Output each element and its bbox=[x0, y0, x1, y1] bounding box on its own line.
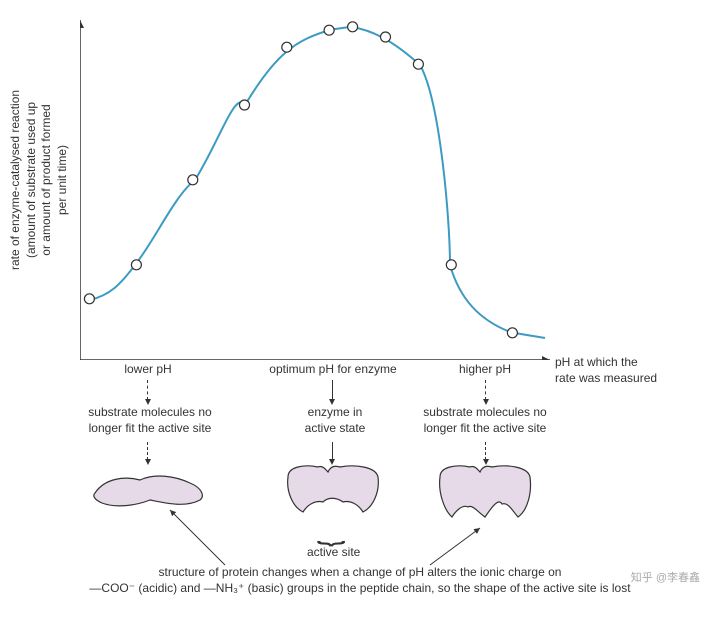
arrow-optimum-2 bbox=[332, 442, 333, 460]
x-axis-label: pH at which therate was measured bbox=[555, 355, 695, 386]
diagram-container: rate of enzyme-catalysed reaction(amount… bbox=[0, 0, 720, 620]
watermark: 知乎 @李春鑫 bbox=[631, 569, 700, 585]
chart-area bbox=[80, 20, 550, 360]
active-site-label: active site bbox=[307, 545, 360, 559]
region-text-optimum: enzyme inactive state bbox=[285, 405, 385, 436]
arrow-optimum-1 bbox=[332, 380, 333, 400]
tick-label-higher: higher pH bbox=[445, 362, 525, 376]
data-markers bbox=[84, 22, 517, 338]
active-site-brace: ⏟ bbox=[317, 518, 346, 546]
x-axis-arrow bbox=[542, 356, 550, 360]
enzyme-denatured-high bbox=[430, 462, 540, 532]
arrow-higher-2 bbox=[485, 442, 486, 460]
tick-label-optimum: optimum pH for enzyme bbox=[253, 362, 413, 376]
reaction-curve bbox=[90, 27, 545, 338]
tick-label-lower: lower pH bbox=[108, 362, 188, 376]
arrow-lower-1 bbox=[147, 380, 148, 400]
region-text-lower: substrate molecules nolonger fit the act… bbox=[75, 405, 225, 436]
arrow-lower-2 bbox=[147, 442, 148, 460]
y-axis-label: rate of enzyme-catalysed reaction(amount… bbox=[8, 50, 70, 310]
chart-svg bbox=[80, 20, 550, 360]
arrow-higher-1 bbox=[485, 380, 486, 400]
bottom-caption: structure of protein changes when a chan… bbox=[10, 565, 710, 596]
region-text-higher: substrate molecules nolonger fit the act… bbox=[410, 405, 560, 436]
enzyme-denatured-low bbox=[90, 468, 210, 518]
y-axis-arrow bbox=[80, 20, 84, 28]
